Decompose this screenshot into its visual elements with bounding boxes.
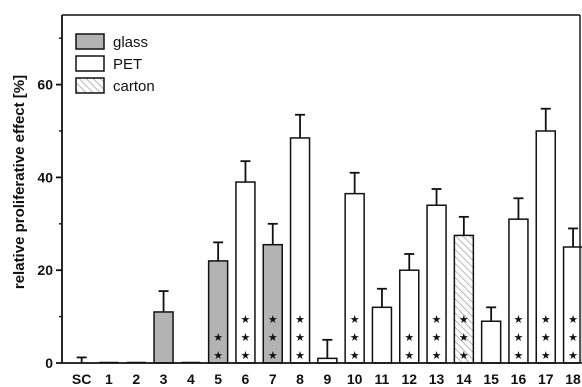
legend-label-carton: carton (113, 78, 155, 95)
significance-star-7: ★ (268, 313, 278, 326)
significance-star-18: ★ (568, 331, 578, 344)
legend-label-PET: PET (113, 56, 142, 73)
y-tick-label: 0 (45, 355, 53, 371)
x-tick-label: 4 (187, 371, 195, 387)
significance-star-17: ★ (541, 313, 551, 326)
bar-11 (371, 306, 393, 364)
bar-17 (535, 130, 556, 364)
x-tick-label: 15 (483, 371, 499, 387)
bar-7 (262, 243, 283, 364)
bar-18 (562, 246, 582, 364)
x-tick-label: 13 (429, 371, 445, 387)
x-tick-label: 2 (132, 371, 140, 387)
significance-star-13: ★ (432, 349, 442, 362)
legend-swatch-glass (75, 33, 105, 50)
significance-star-14: ★ (459, 331, 469, 344)
significance-star-6: ★ (241, 313, 251, 326)
significance-star-13: ★ (432, 313, 442, 326)
x-tick-label: 8 (296, 371, 304, 387)
significance-star-17: ★ (541, 349, 551, 362)
x-tick-label: 5 (214, 371, 222, 387)
x-tick-label: 1 (105, 371, 113, 387)
significance-star-8: ★ (295, 349, 305, 362)
bar-8 (289, 137, 311, 364)
y-tick-label: 40 (37, 169, 53, 185)
legend-swatch-PET (75, 55, 105, 72)
x-tick-label: 12 (401, 371, 417, 387)
significance-star-12: ★ (404, 349, 414, 362)
x-tick-label: 11 (375, 371, 390, 387)
x-tick-label: SC (72, 371, 91, 387)
significance-star-8: ★ (295, 313, 305, 326)
x-tick-label: 16 (511, 371, 527, 387)
significance-star-7: ★ (268, 331, 278, 344)
significance-star-14: ★ (459, 313, 469, 326)
x-tick-label: 9 (323, 371, 331, 387)
significance-star-16: ★ (514, 313, 524, 326)
bar-15 (480, 320, 502, 364)
significance-star-13: ★ (432, 331, 442, 344)
x-tick-label: 10 (347, 371, 363, 387)
significance-star-6: ★ (241, 349, 251, 362)
y-tick-label: 20 (37, 262, 53, 278)
significance-star-16: ★ (514, 349, 524, 362)
legend-label-glass: glass (113, 34, 148, 51)
significance-star-10: ★ (350, 349, 360, 362)
x-tick-label: 17 (538, 371, 554, 387)
x-tick-label: 3 (160, 371, 168, 387)
significance-star-6: ★ (241, 331, 251, 344)
y-axis-title: relative proliferative effect [%] (11, 75, 28, 289)
y-tick-label: 60 (37, 77, 53, 93)
x-tick-label: 6 (242, 371, 250, 387)
significance-star-10: ★ (350, 313, 360, 326)
significance-star-5: ★ (213, 331, 223, 344)
x-tick-label: 7 (269, 371, 277, 387)
significance-star-17: ★ (541, 331, 551, 344)
legend-swatch-carton (75, 77, 105, 94)
significance-star-7: ★ (268, 349, 278, 362)
x-tick-label: 14 (456, 371, 472, 387)
significance-star-18: ★ (568, 313, 578, 326)
bar-3 (153, 311, 174, 364)
bar-5 (207, 260, 229, 364)
significance-star-18: ★ (568, 349, 578, 362)
significance-star-16: ★ (514, 331, 524, 344)
significance-star-14: ★ (459, 349, 469, 362)
significance-star-5: ★ (213, 349, 223, 362)
x-tick-label: 18 (565, 371, 581, 387)
significance-star-10: ★ (350, 331, 360, 344)
significance-star-8: ★ (295, 331, 305, 344)
significance-star-12: ★ (404, 331, 414, 344)
plot-area: SC 1 2 3 4★★5★★★6★★★7★★★8 9★★★10 11★★12★★★13★★… (37, 14, 582, 387)
